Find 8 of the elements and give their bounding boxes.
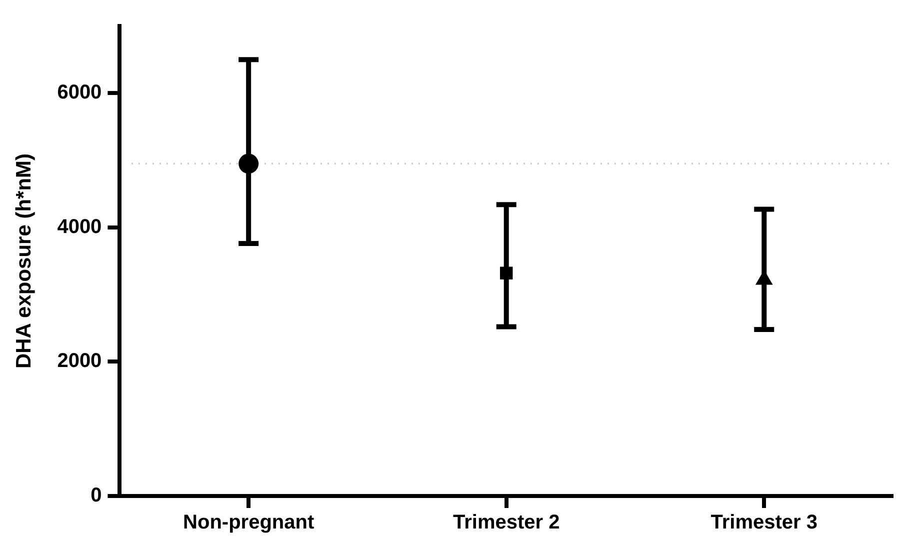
y-tick-label: 0 <box>90 484 102 507</box>
y-axis-title: DHA exposure (h*nM) <box>12 153 36 369</box>
x-tick-label: Non-pregnant <box>183 512 314 534</box>
x-tick-label: Trimester 3 <box>710 512 818 534</box>
y-tick-label: 2000 <box>57 350 102 372</box>
y-tick-label: 4000 <box>57 216 102 238</box>
y-tick-label: 6000 <box>57 82 102 104</box>
x-tick-label: Trimester 2 <box>452 512 560 534</box>
